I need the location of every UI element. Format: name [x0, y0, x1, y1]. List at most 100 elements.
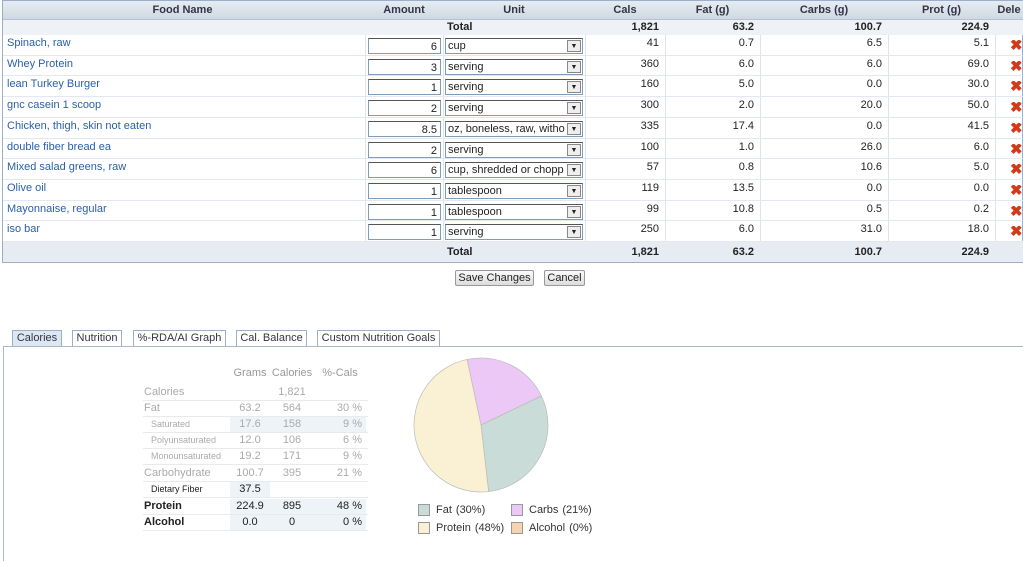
- dropdown-arrow: ▼: [567, 226, 581, 239]
- tab[interactable]: Nutrition: [72, 330, 122, 346]
- amount-input[interactable]: 1: [368, 182, 441, 199]
- button[interactable]: Cancel: [544, 270, 585, 286]
- amount-input[interactable]: 6: [368, 38, 441, 54]
- nutrition-label: Alcohol: [144, 516, 185, 528]
- legend-label: Carbs: [529, 504, 559, 516]
- unit-text: serving: [448, 81, 484, 94]
- cell-value: 31.0: [860, 223, 882, 236]
- cell-value: 6.0: [738, 57, 754, 70]
- amount-input[interactable]: 2: [368, 141, 441, 158]
- column-header: Unit: [503, 4, 525, 16]
- cell-value: 13.5: [732, 181, 754, 194]
- dropdown-arrow: ▼: [567, 205, 581, 218]
- amount-input[interactable]: 1: [368, 224, 441, 241]
- delete-button[interactable]: ✖: [1010, 205, 1023, 219]
- food-name-link[interactable]: Whey Protein: [7, 57, 74, 70]
- delete-button[interactable]: ✖: [1010, 226, 1023, 240]
- cell-value: 10.8: [732, 202, 754, 215]
- food-name-link[interactable]: gnc casein 1 scoop: [7, 99, 102, 112]
- nutrition-value: 19.2: [239, 450, 261, 462]
- food-name-link[interactable]: Chicken, thigh, skin not eaten: [7, 119, 152, 132]
- food-name-link[interactable]: lean Turkey Burger: [7, 78, 100, 91]
- tab[interactable]: Custom Nutrition Goals: [317, 330, 440, 346]
- amount-input[interactable]: 1: [368, 79, 441, 96]
- total-value: 1,821: [631, 246, 659, 258]
- delete-button[interactable]: ✖: [1010, 164, 1023, 178]
- legend-label: Alcohol: [529, 522, 566, 534]
- nutrition-label: Saturated: [151, 419, 191, 429]
- cell-value: 41.5: [967, 119, 989, 132]
- legend-label: Fat: [436, 504, 452, 516]
- unit-select[interactable]: [445, 203, 583, 220]
- nutrition-row-line: [143, 464, 368, 465]
- amount-input[interactable]: 2: [368, 100, 441, 117]
- dropdown-arrow: ▼: [567, 184, 581, 197]
- row-separator: [3, 178, 1023, 180]
- food-name-link[interactable]: double fiber bread ea: [7, 140, 111, 153]
- unit-text: serving: [448, 143, 484, 156]
- delete-button[interactable]: ✖: [1010, 40, 1023, 53]
- delete-button[interactable]: ✖: [1010, 60, 1023, 74]
- nutrition-value: 9 %: [343, 450, 362, 462]
- cell-value: 26.0: [860, 140, 882, 153]
- unit-text: serving: [448, 226, 484, 239]
- row-separator: [3, 75, 1023, 77]
- nutrition-label: Monounsaturated: [151, 451, 222, 461]
- nutrition-value: 106: [282, 434, 302, 446]
- delete-button[interactable]: ✖: [1010, 81, 1023, 95]
- nutrition-row-line: [143, 514, 368, 515]
- cell-value: 41: [646, 37, 659, 49]
- row-separator: [3, 220, 1023, 222]
- cell-value: 119: [641, 181, 659, 194]
- amount-input[interactable]: 6: [368, 162, 441, 179]
- nutrition-value: 171: [282, 450, 302, 462]
- nutrition-value: 224.9: [230, 499, 270, 514]
- unit-select[interactable]: [445, 182, 583, 199]
- unit-select[interactable]: [445, 162, 583, 179]
- dropdown-arrow: ▼: [567, 40, 581, 52]
- delete-button[interactable]: ✖: [1010, 184, 1023, 198]
- amount-input[interactable]: 3: [368, 58, 441, 75]
- nutrition-header: Grams: [233, 367, 267, 379]
- food-name-link[interactable]: Mayonnaise, regular: [7, 202, 107, 215]
- delete-button[interactable]: ✖: [1010, 122, 1023, 136]
- total-value: 224.9: [961, 246, 989, 258]
- tab[interactable]: Calories: [12, 330, 62, 346]
- cell-value: 0.0: [866, 119, 882, 132]
- nutrition-row-line: [143, 432, 368, 433]
- unit-select[interactable]: [445, 224, 583, 241]
- food-name-link[interactable]: Olive oil: [7, 181, 47, 194]
- unit-select[interactable]: [445, 120, 583, 137]
- tab[interactable]: %-RDA/AI Graph: [133, 330, 226, 346]
- amount-input[interactable]: 8.5: [368, 120, 441, 137]
- nutrition-value: 48 %: [314, 499, 366, 514]
- unit-select[interactable]: [445, 100, 583, 117]
- unit-select[interactable]: [445, 79, 583, 96]
- dropdown-arrow: ▼: [567, 122, 581, 135]
- delete-button[interactable]: ✖: [1010, 143, 1023, 157]
- total-value: 63.2: [732, 21, 754, 33]
- food-name-link[interactable]: iso bar: [7, 223, 41, 236]
- pie-slice: [466, 357, 542, 426]
- nutrition-value: 63.2: [239, 402, 261, 414]
- row-separator: [3, 137, 1023, 139]
- pie-slice: [413, 359, 490, 493]
- unit-select[interactable]: [445, 141, 583, 158]
- cell-value: 10.6: [860, 161, 882, 174]
- unit-select[interactable]: [445, 38, 583, 54]
- food-name-link[interactable]: Mixed salad greens, raw: [7, 161, 127, 174]
- button[interactable]: Save Changes: [455, 270, 534, 286]
- cell-value: 0.0: [866, 181, 882, 194]
- cell-value: 360: [640, 57, 659, 70]
- dropdown-arrow: ▼: [567, 102, 581, 115]
- delete-button[interactable]: ✖: [1010, 102, 1023, 116]
- column-header: Fat (g): [695, 4, 730, 16]
- unit-select[interactable]: [445, 58, 583, 75]
- food-name-link[interactable]: Spinach, raw: [7, 37, 71, 49]
- amount-input[interactable]: 1: [368, 203, 441, 220]
- unit-text: serving: [448, 60, 484, 73]
- panel-border: [3, 346, 4, 561]
- column-header: Prot (g): [921, 4, 962, 16]
- tab[interactable]: Cal. Balance: [236, 330, 307, 346]
- cell-value: 335: [640, 119, 659, 132]
